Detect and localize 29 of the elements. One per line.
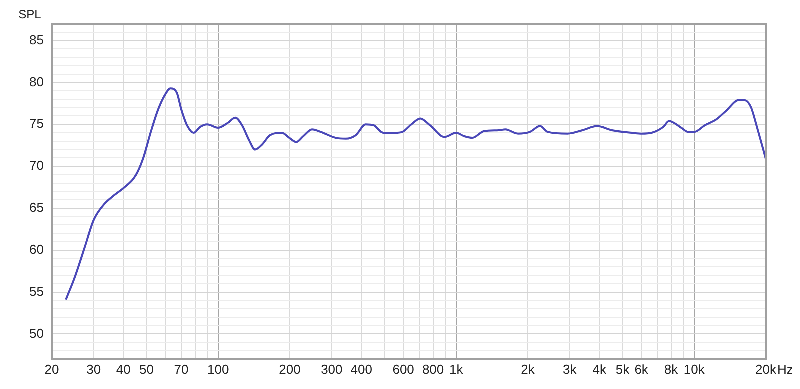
x-tick-label: 20k [756, 362, 777, 377]
y-tick-label: 65 [30, 200, 44, 216]
y-tick-label: 60 [30, 242, 44, 257]
y-tick-label: 50 [30, 326, 44, 341]
x-tick-label: 2k [521, 362, 536, 377]
y-tick-label: 85 [30, 32, 44, 48]
x-tick-label: 100 [208, 362, 230, 377]
x-tick-label: 4k [592, 362, 608, 377]
y-tick-label: 55 [30, 284, 44, 299]
y-tick-label: 75 [30, 116, 44, 132]
x-tick-label: 400 [350, 362, 372, 377]
x-tick-label: 5k [616, 362, 630, 377]
x-tick-label: 6k [634, 362, 649, 377]
x-tick-label: 3k [563, 362, 578, 377]
x-tick-label: 600 [392, 362, 414, 377]
x-tick-label: 50 [139, 362, 154, 377]
y-axis-title: SPL [18, 7, 42, 22]
x-tick-label: 8k [664, 362, 679, 377]
x-tick-label: 70 [174, 362, 189, 377]
x-tick-label: 30 [86, 362, 102, 377]
y-tick-label: 80 [30, 74, 44, 90]
x-tick-label: 800 [422, 362, 444, 377]
x-tick-label: 40 [116, 362, 131, 377]
x-tick-label: 300 [321, 362, 343, 377]
x-tick-label: 200 [279, 362, 301, 377]
x-tick-label: 1k [449, 362, 464, 377]
x-tick-label: 10k [684, 362, 706, 377]
y-tick-label: 70 [30, 158, 44, 174]
x-tick-label: 20 [44, 362, 60, 377]
